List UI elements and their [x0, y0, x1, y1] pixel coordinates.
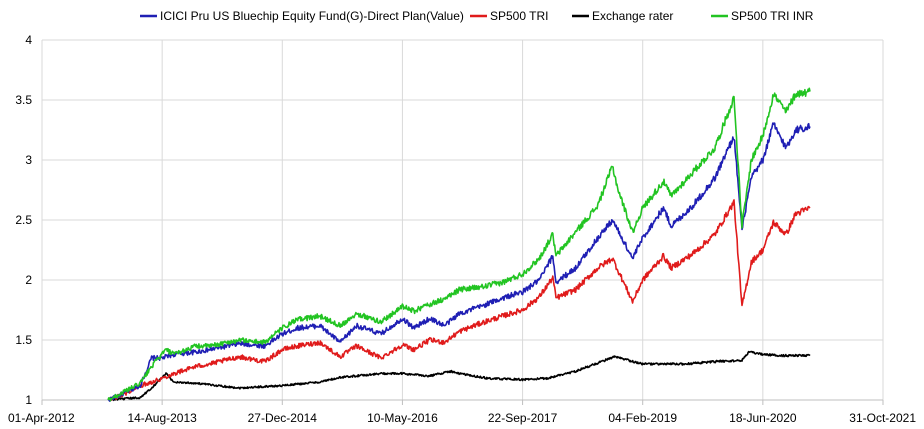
x-tick-label: 14-Aug-2013 [127, 411, 197, 425]
x-tick-label: 27-Dec-2014 [248, 411, 318, 425]
x-tick-label: 10-May-2016 [367, 411, 438, 425]
y-tick-label: 2.5 [15, 213, 32, 227]
legend-label: SP500 TRI [490, 9, 548, 23]
y-axis: 1 1.5 2 2.5 3 3.5 4 [15, 33, 32, 407]
x-tick-label: 18-Jun-2020 [729, 411, 797, 425]
y-tick-label: 1.5 [15, 333, 32, 347]
series-line [107, 350, 811, 402]
gridlines [41, 39, 884, 401]
y-tick-label: 4 [25, 33, 32, 47]
series-line [107, 199, 811, 401]
x-tick-label: 22-Sep-2017 [488, 411, 558, 425]
y-tick-label: 3 [25, 153, 32, 167]
series-lines [107, 87, 811, 402]
legend-label: SP500 TRI INR [731, 9, 814, 23]
y-tick-label: 3.5 [15, 93, 32, 107]
y-tick-label: 2 [25, 273, 32, 287]
legend-label: ICICI Pru US Bluechip Equity Fund(G)-Dir… [160, 9, 464, 23]
series-line [107, 122, 811, 402]
x-tick-label: 04-Feb-2019 [608, 411, 677, 425]
x-tick-label: 01-Apr-2012 [8, 411, 75, 425]
legend-label: Exchange rater [592, 9, 673, 23]
y-tick-label: 1 [25, 393, 32, 407]
x-axis: 01-Apr-2012 14-Aug-2013 27-Dec-2014 10-May-… [8, 400, 916, 425]
series-line [107, 87, 811, 402]
x-tick-label: 31-Oct-2021 [849, 411, 916, 425]
legend: ICICI Pru US Bluechip Equity Fund(G)-Dir… [140, 9, 814, 23]
